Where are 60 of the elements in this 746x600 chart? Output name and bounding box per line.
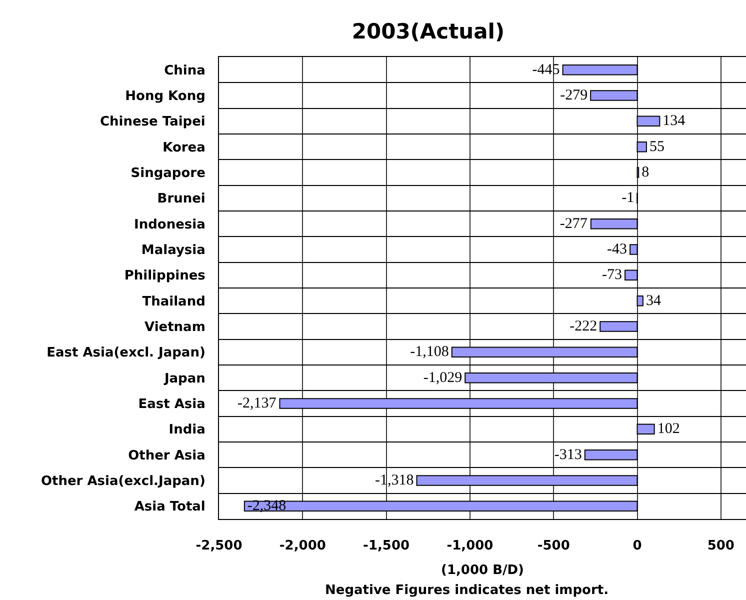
data-label: -2,348	[247, 498, 286, 514]
data-label: -1,108	[410, 344, 449, 360]
data-label: -43	[607, 242, 628, 258]
bar	[636, 295, 644, 306]
y-tick-label: Philippines	[124, 268, 206, 284]
data-label: 102	[657, 421, 680, 438]
data-label: -222	[570, 318, 598, 334]
chart-title: 2003(Actual)	[352, 19, 505, 44]
y-tick-label: Korea	[162, 140, 206, 156]
y-tick-label: China	[164, 63, 206, 78]
data-label: 8	[642, 164, 650, 180]
y-tick-label: India	[168, 422, 206, 438]
bar	[562, 64, 638, 76]
text: Negative Figures indicates net import.	[325, 583, 609, 598]
bar	[636, 424, 655, 435]
data-label: -277	[560, 216, 588, 232]
data-label: -1	[622, 190, 634, 206]
data-label: 134	[662, 113, 686, 130]
bar	[590, 90, 638, 101]
y-tick-label: Indonesia	[134, 217, 206, 232]
data-label: -313	[554, 446, 582, 463]
bar	[451, 346, 638, 358]
data-label: -73	[602, 267, 622, 284]
x-tick-label: 500	[707, 538, 734, 554]
y-tick-label: Hong Kong	[125, 89, 206, 104]
data-label: -279	[560, 88, 588, 104]
bar	[279, 398, 638, 409]
x-tick-label: 0	[632, 538, 642, 554]
y-tick-label: East Asia	[138, 397, 206, 412]
data-label: 55	[649, 138, 664, 155]
bar	[630, 244, 638, 255]
y-tick-label: Japan	[163, 371, 206, 386]
y-tick-label: Chinese Taipei	[100, 114, 206, 130]
data-label: -1,029	[423, 370, 462, 386]
y-tick-label: Vietnam	[144, 320, 206, 336]
x-axis-title: (1,000 B/D)	[441, 563, 524, 578]
bar	[464, 372, 638, 384]
data-label: -2,137	[237, 396, 277, 412]
y-tick-label: Other Asia	[128, 448, 206, 464]
bar	[600, 321, 638, 332]
y-tick-label: Singapore	[130, 166, 206, 182]
x-tick-label: -2,000	[279, 538, 326, 554]
bar	[244, 500, 638, 512]
bar	[416, 475, 638, 486]
x-tick-label: -1,500	[363, 538, 410, 554]
x-tick-label: -2,500	[196, 538, 242, 554]
bar	[590, 218, 638, 230]
y-tick-label: Asia Total	[134, 500, 206, 515]
y-tick-label: Malaysia	[141, 243, 206, 258]
x-tick-label: -1,000	[446, 538, 494, 554]
bar	[584, 449, 638, 460]
bar	[624, 270, 638, 281]
y-tick-label: Other Asia(excl.Japan)	[40, 474, 206, 490]
data-label: 34	[646, 292, 662, 309]
bar	[636, 141, 647, 152]
y-tick-label: Thailand	[142, 294, 206, 310]
x-tick-label: -500	[537, 538, 570, 554]
bar	[636, 116, 660, 127]
y-tick-label: East Asia(excl. Japan)	[46, 346, 206, 361]
y-tick-label: Brunei	[157, 192, 206, 207]
